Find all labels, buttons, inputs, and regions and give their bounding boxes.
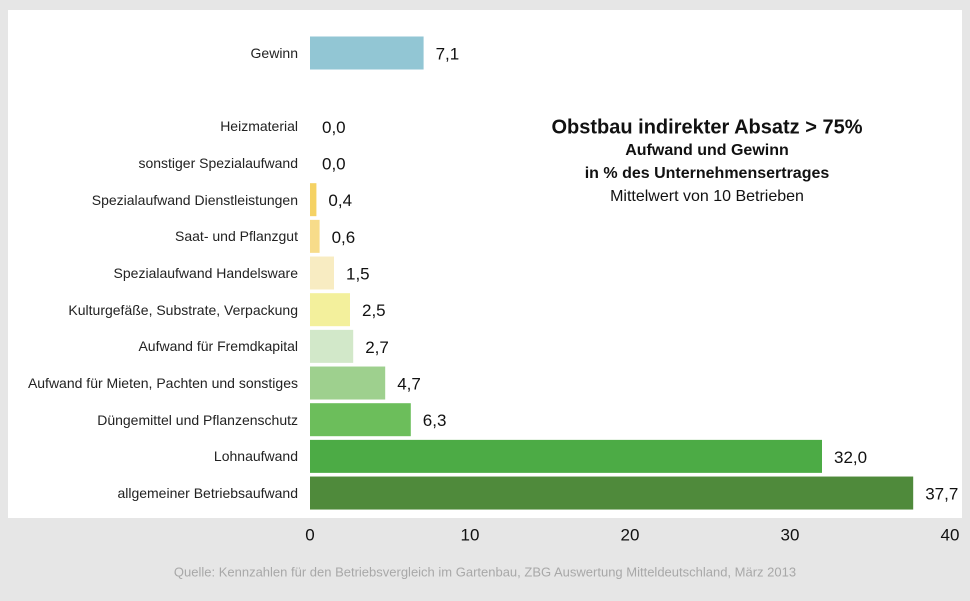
x-tick-label: 20 <box>621 525 640 544</box>
bar <box>310 183 317 217</box>
bar <box>310 329 354 363</box>
bar <box>310 476 914 510</box>
source-note: Quelle: Kennzahlen für den Betriebsvergl… <box>174 564 796 579</box>
subtitle: in % des Unternehmensertrages <box>585 165 830 182</box>
x-tick-label: 0 <box>305 525 314 544</box>
chart-title: Obstbau indirekter Absatz > 75% <box>551 116 862 138</box>
x-tick-label: 40 <box>941 525 960 544</box>
value-label: 4,7 <box>397 375 421 394</box>
value-label: 0,0 <box>322 118 346 137</box>
value-label: 2,7 <box>365 338 389 357</box>
value-label: 32,0 <box>834 448 867 467</box>
category-label: Spezialaufwand Dienstleistungen <box>91 191 298 208</box>
category-label: Heizmaterial <box>220 118 298 135</box>
category-label: Lohnaufwand <box>213 448 298 465</box>
x-tick-label: 10 <box>461 525 480 544</box>
category-label: Spezialaufwand Handelsware <box>113 265 298 282</box>
bar <box>310 256 334 290</box>
subtitle: Mittelwert von 10 Betrieben <box>610 188 804 205</box>
category-label: allgemeiner Betriebsaufwand <box>117 485 298 502</box>
category-label: Gewinn <box>250 45 298 61</box>
panel <box>8 10 962 518</box>
value-label: 0,0 <box>322 154 346 173</box>
bar <box>310 366 386 400</box>
bar <box>310 293 350 327</box>
category-label: sonstiger Spezialaufwand <box>138 155 298 171</box>
category-label: Aufwand für Mieten, Pachten und sonstige… <box>27 375 298 392</box>
bar <box>310 36 424 70</box>
value-label: 0,6 <box>332 228 356 247</box>
bar <box>310 403 411 437</box>
x-tick-label: 30 <box>781 525 800 544</box>
value-label: 0,4 <box>328 191 352 210</box>
value-label: 6,3 <box>423 411 447 430</box>
bar <box>310 219 320 253</box>
category-label: Saat- und Pflanzgut <box>175 228 298 245</box>
category-label: Aufwand für Fremdkapital <box>138 338 298 355</box>
category-label: Düngemittel und Pflanzenschutz <box>97 411 298 428</box>
category-label: Kulturgefäße, Substrate, Verpackung <box>68 301 298 318</box>
value-label: 7,1 <box>436 44 460 63</box>
value-label: 37,7 <box>925 485 958 504</box>
value-label: 2,5 <box>362 301 386 320</box>
bar <box>310 439 822 473</box>
subtitle: Aufwand und Gewinn <box>625 142 789 159</box>
value-label: 1,5 <box>346 265 370 284</box>
